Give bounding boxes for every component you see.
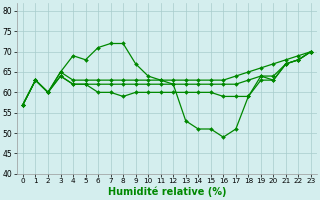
X-axis label: Humidité relative (%): Humidité relative (%) (108, 187, 226, 197)
